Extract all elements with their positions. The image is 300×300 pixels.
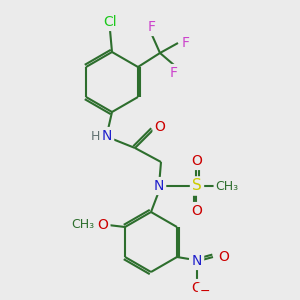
Text: O: O: [192, 204, 203, 218]
Text: O: O: [192, 154, 203, 168]
Text: O: O: [154, 120, 165, 134]
Text: CH₃: CH₃: [215, 179, 238, 193]
Text: CH₃: CH₃: [71, 218, 94, 232]
Text: N: N: [102, 129, 112, 143]
Text: Cl: Cl: [103, 15, 117, 29]
Text: F: F: [170, 66, 178, 80]
Text: −: −: [200, 284, 210, 298]
Text: H: H: [90, 130, 100, 142]
Text: N: N: [192, 254, 202, 268]
Text: S: S: [192, 178, 202, 194]
Text: F: F: [182, 36, 190, 50]
Text: O: O: [191, 281, 203, 295]
Text: O: O: [98, 218, 109, 232]
Text: O: O: [218, 250, 230, 264]
Text: N: N: [154, 179, 164, 193]
Text: F: F: [148, 20, 156, 34]
